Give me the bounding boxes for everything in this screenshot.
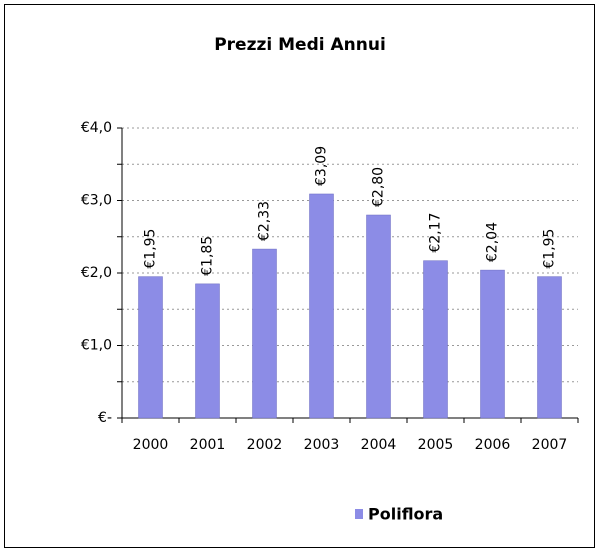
- bar: [423, 260, 448, 419]
- value-label: €2,33: [257, 201, 273, 241]
- x-tick-label: 2004: [361, 437, 397, 453]
- bar: [138, 276, 163, 419]
- bar: [366, 214, 391, 419]
- x-tick-label: 2000: [133, 437, 169, 453]
- value-label: €2,04: [485, 222, 501, 262]
- value-label: €2,17: [428, 213, 444, 253]
- bar: [195, 283, 220, 419]
- bar: [537, 276, 562, 419]
- x-tick-label: 2003: [304, 437, 340, 453]
- y-tick-label: €2,0: [81, 265, 112, 281]
- value-label: €1,85: [200, 236, 216, 276]
- x-tick-label: 2001: [190, 437, 226, 453]
- y-tick-label: €1,0: [81, 338, 112, 354]
- legend-label: Poliflora: [368, 505, 443, 524]
- x-tick-label: 2007: [532, 437, 568, 453]
- value-label: €3,09: [314, 146, 330, 186]
- y-tick-label: €-: [98, 410, 112, 426]
- y-tick-label: €3,0: [81, 193, 112, 209]
- x-tick-label: 2006: [475, 437, 511, 453]
- bar: [252, 248, 277, 419]
- x-tick-label: 2005: [418, 437, 454, 453]
- x-tick-label: 2002: [247, 437, 283, 453]
- value-label: €1,95: [143, 229, 159, 269]
- value-label: €1,95: [542, 229, 558, 269]
- value-label: €2,80: [371, 167, 387, 207]
- bar: [480, 269, 505, 419]
- bar: [309, 193, 334, 419]
- y-tick-label: €4,0: [81, 120, 112, 136]
- chart-title: Prezzi Medi Annui: [214, 35, 386, 55]
- legend-swatch: [355, 509, 363, 519]
